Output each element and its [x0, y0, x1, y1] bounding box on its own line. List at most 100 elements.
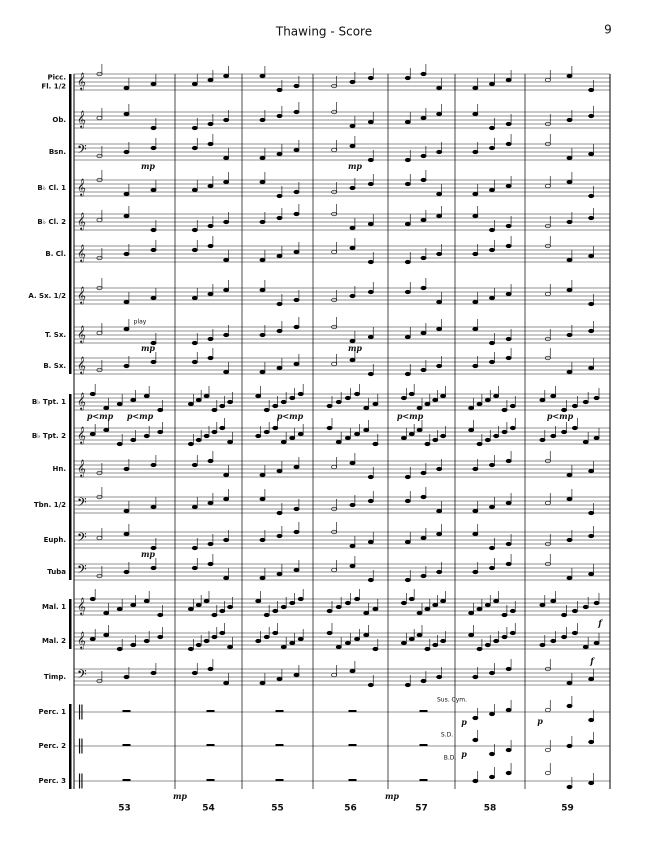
- note-head: [420, 330, 427, 336]
- note-head: [191, 125, 198, 131]
- instrument-label: B♭ Cl. 2: [37, 218, 66, 226]
- rest: [206, 710, 215, 712]
- instrument-label: B♭ Cl. 1: [37, 184, 66, 192]
- note-head: [263, 407, 270, 413]
- rest: [348, 710, 357, 712]
- bracket: [69, 599, 72, 649]
- annotation: p<mp: [547, 411, 574, 421]
- note-head: [255, 638, 262, 644]
- note-head: [400, 435, 407, 441]
- note-head: [203, 638, 210, 644]
- note-head: [89, 596, 96, 602]
- note-head: [566, 575, 573, 581]
- note-head: [408, 391, 415, 397]
- note-head: [349, 668, 356, 674]
- note-head: [123, 363, 130, 369]
- note-head: [276, 193, 283, 199]
- note-head: [116, 606, 123, 612]
- note-head: [130, 642, 137, 648]
- clef: 𝄞: [77, 244, 86, 262]
- annotation: play: [134, 319, 147, 326]
- note-head: [103, 405, 110, 411]
- note-head: [544, 183, 551, 189]
- clef: 𝄢: [77, 667, 87, 685]
- note-head: [420, 573, 427, 579]
- note-head: [588, 468, 595, 474]
- note-head: [472, 326, 479, 332]
- note-head: [276, 87, 283, 93]
- note-head: [335, 439, 342, 445]
- note-head: [227, 399, 234, 405]
- note-head: [227, 604, 234, 610]
- clef: 𝄢: [77, 495, 87, 513]
- note-head: [436, 149, 443, 155]
- note-head: [207, 183, 214, 189]
- note-head: [293, 361, 300, 367]
- note-head: [130, 602, 137, 608]
- note-head: [293, 249, 300, 255]
- note-head: [404, 259, 411, 265]
- note-head: [354, 431, 361, 437]
- note-head: [116, 441, 123, 447]
- note-head: [354, 391, 361, 397]
- note-head: [191, 295, 198, 301]
- note-head: [416, 610, 423, 616]
- note-head: [367, 75, 374, 81]
- note-head: [489, 545, 495, 551]
- note-head: [123, 111, 130, 117]
- note-head: [472, 569, 479, 575]
- note-head: [489, 670, 495, 676]
- note-head: [259, 575, 266, 581]
- note-head: [432, 602, 439, 608]
- note-head: [293, 83, 300, 89]
- note-head: [505, 666, 512, 672]
- note-head: [505, 500, 512, 506]
- note-head: [420, 71, 427, 77]
- clef: 𝄞: [77, 110, 86, 128]
- note-head: [404, 371, 411, 377]
- note-head: [472, 715, 479, 721]
- note-head: [289, 600, 296, 606]
- note-head: [96, 330, 103, 336]
- clef: 𝄞: [77, 392, 86, 410]
- note-head: [505, 770, 512, 776]
- note-head: [489, 565, 495, 571]
- note-head: [150, 670, 157, 676]
- note-head: [420, 285, 427, 291]
- note-head: [416, 427, 423, 433]
- note-head: [400, 600, 407, 606]
- note-head: [259, 179, 266, 185]
- note-head: [207, 243, 214, 249]
- note-head: [263, 612, 270, 618]
- note-head: [588, 253, 595, 259]
- note-head: [566, 155, 573, 161]
- note-head: [544, 770, 551, 776]
- note-head: [211, 429, 218, 435]
- rest: [122, 779, 131, 781]
- note-head: [195, 602, 202, 608]
- note-head: [432, 437, 439, 443]
- note-head: [588, 301, 595, 307]
- note-head: [505, 747, 512, 753]
- note-head: [223, 472, 230, 478]
- note-head: [344, 600, 351, 606]
- note-head: [223, 155, 230, 161]
- note-head: [550, 433, 557, 439]
- note-head: [363, 427, 370, 433]
- note-head: [489, 227, 495, 233]
- measure-number: 54: [202, 804, 215, 814]
- instrument-label: Perc. 1: [39, 708, 67, 716]
- note-head: [223, 219, 230, 225]
- note-head: [272, 425, 279, 431]
- note-head: [593, 395, 600, 401]
- note-head: [420, 367, 427, 373]
- annotation: B.D.: [444, 755, 457, 762]
- note-head: [96, 217, 103, 223]
- note-head: [191, 504, 198, 510]
- instrument-label: T. Sx.: [45, 331, 66, 339]
- note-head: [280, 439, 287, 445]
- note-head: [472, 251, 479, 257]
- note-head: [289, 640, 296, 646]
- note-head: [150, 565, 157, 571]
- note-head: [416, 405, 423, 411]
